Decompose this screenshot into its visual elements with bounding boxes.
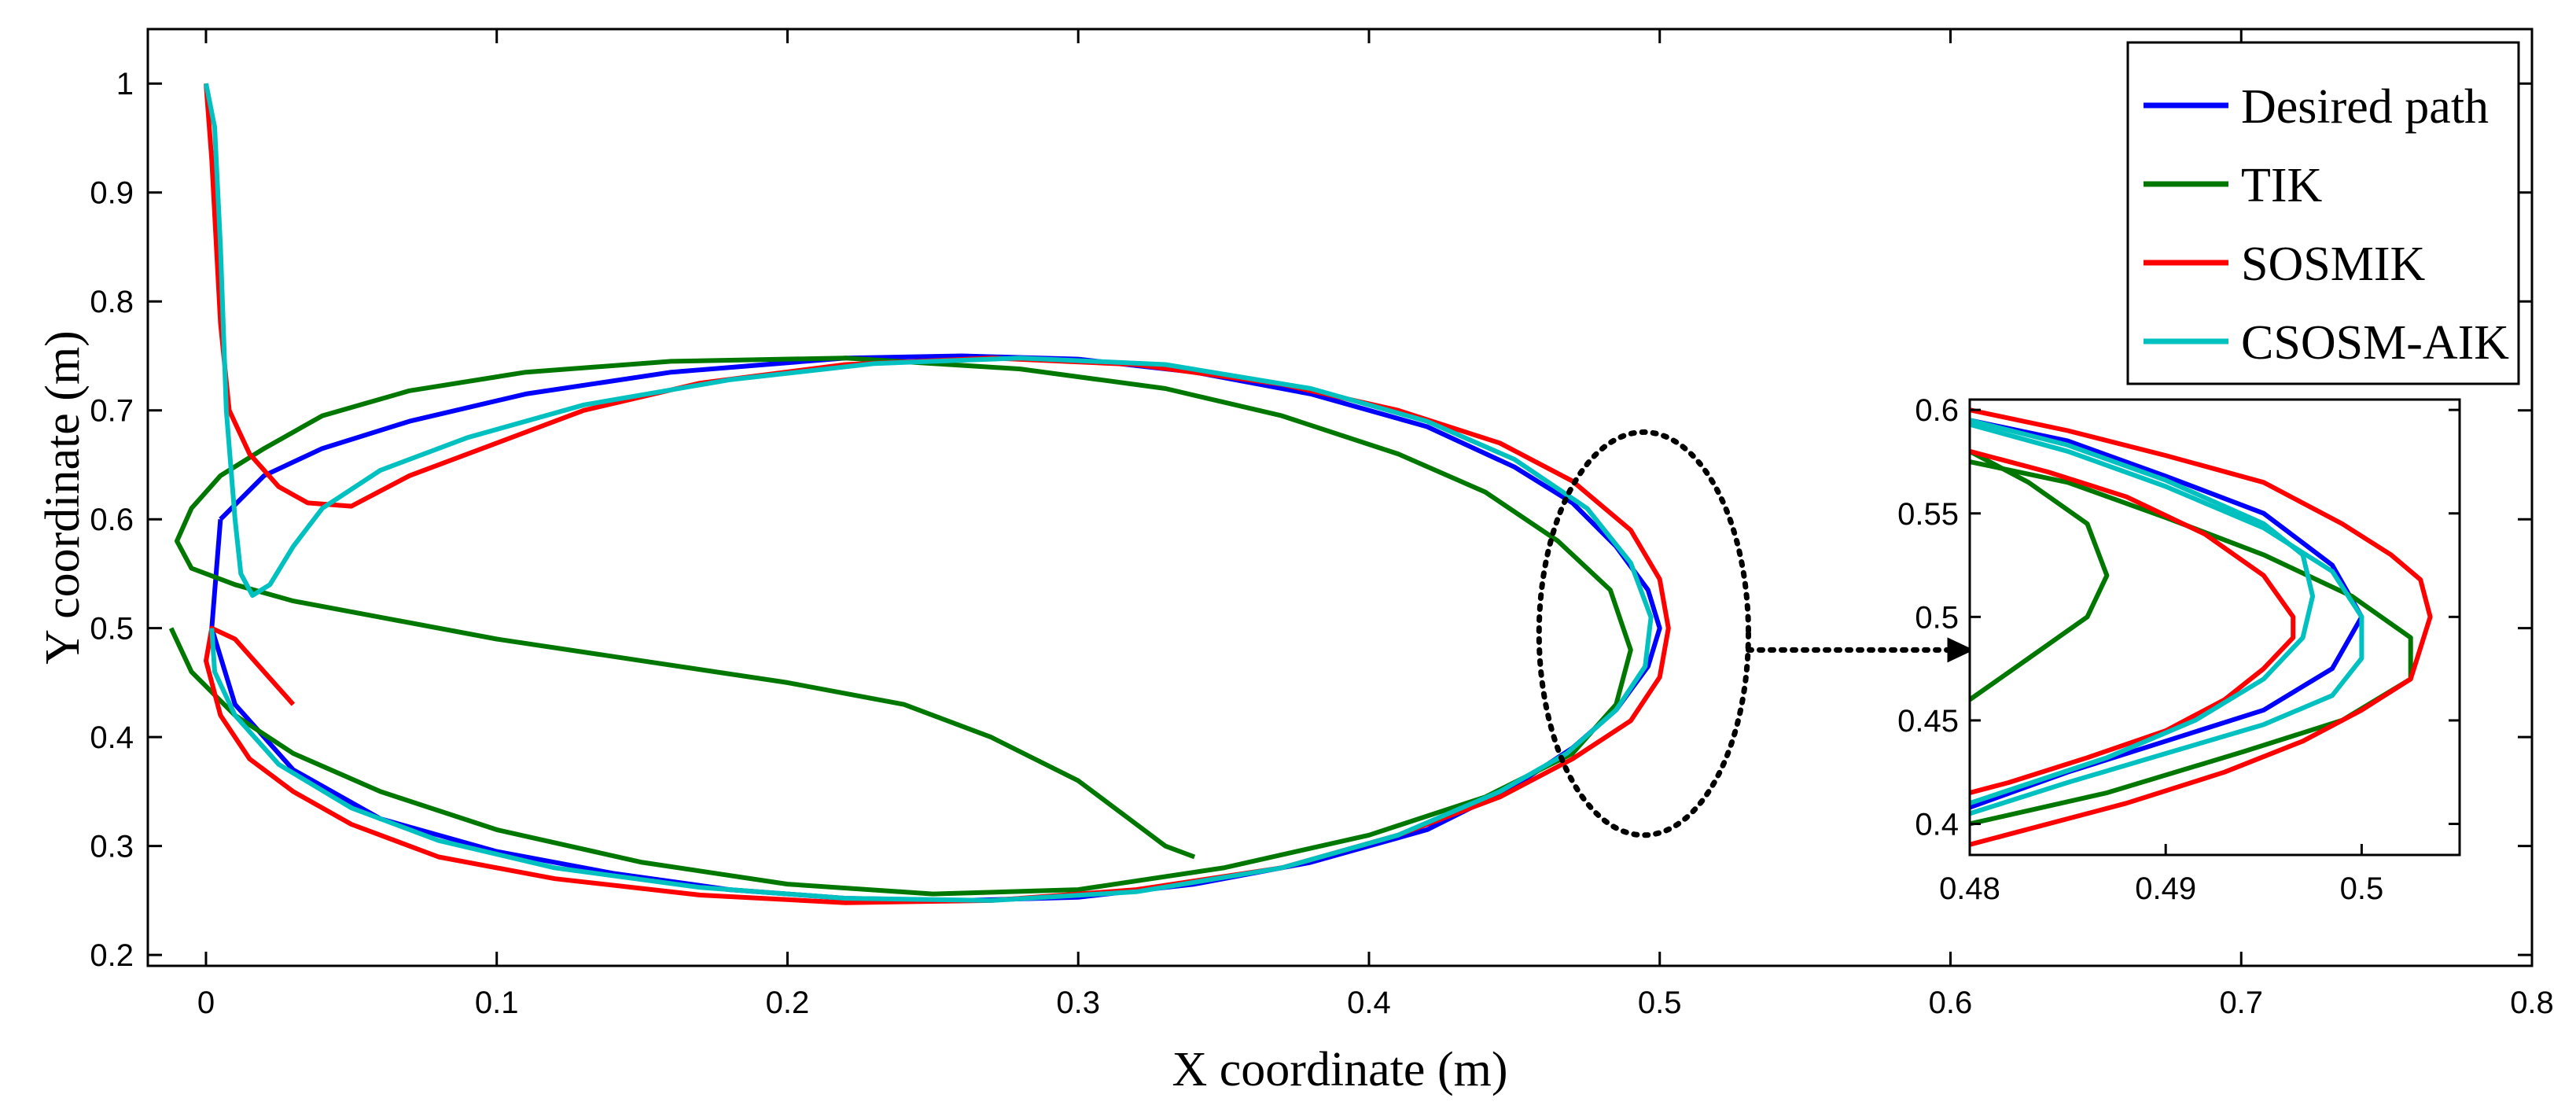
y-tick-label: 0.7 <box>90 394 134 429</box>
legend-entry-label: SOSMIK <box>2241 238 2426 291</box>
legend-entry-label: TIK <box>2241 159 2323 212</box>
y-tick-label: 0.4 <box>90 720 134 755</box>
x-tick-label: 0.4 <box>1347 986 1391 1020</box>
inset-y-tick-label: 0.55 <box>1897 497 1959 532</box>
inset-y-tick-label: 0.6 <box>1915 393 1959 428</box>
y-tick-label: 0.2 <box>90 938 134 973</box>
y-tick-label: 0.6 <box>90 503 134 537</box>
legend-entry-label: Desired path <box>2241 80 2489 134</box>
series-line-csosm-aik <box>204 83 1654 903</box>
inset-series-group <box>1970 407 2433 847</box>
series-line-desired-path <box>209 353 1662 903</box>
inset-x-tick-label: 0.48 <box>1939 871 2000 906</box>
y-tick-label: 0.8 <box>90 285 134 319</box>
inset-series-line-tik <box>1970 459 2413 827</box>
x-tick-label: 0.8 <box>2510 986 2554 1020</box>
series-line-sosmik <box>204 83 1671 905</box>
x-tick-label: 0.3 <box>1056 986 1100 1020</box>
x-axis-title: X coordinate (m) <box>1172 1043 1508 1096</box>
inset-series-line-tik <box>1970 449 2110 702</box>
y-tick-label: 1 <box>116 67 134 101</box>
y-tick-label: 0.5 <box>90 612 134 647</box>
main-axes <box>146 28 2534 967</box>
inset-y-tick-label: 0.5 <box>1915 600 1959 635</box>
y-tick-label: 0.9 <box>90 176 134 211</box>
legend: Desired path TIK SOSMIK CSOSM-AIK <box>2126 41 2520 385</box>
x-tick-label: 0 <box>197 986 215 1020</box>
inset-series-line-sosmik <box>1970 407 2433 847</box>
inset-x-tick-label: 0.49 <box>2135 871 2196 906</box>
inset-axes-box <box>1968 398 2461 857</box>
x-tick-label: 0.1 <box>475 986 519 1020</box>
inset-series-line-csosm-aik <box>1970 418 2316 806</box>
zoom-ellipse-annotation <box>1536 429 1752 838</box>
main-tick-labels: 0 0.1 0.2 0.3 0.4 0.5 0.6 0.7 0.8 0.2 0.3 0.4 0.5 0.6… <box>90 67 2553 1020</box>
main-axes-box <box>146 28 2534 967</box>
x-tick-label: 0.6 <box>1929 986 1973 1020</box>
y-axis-title: Y coordinate (m) <box>36 330 90 665</box>
inset-series-line-csosm-aik <box>1970 422 2364 816</box>
legend-entry-label: CSOSM-AIK <box>2241 316 2509 370</box>
y-tick-label: 0.3 <box>90 830 134 864</box>
inset-plot-area <box>1970 400 2460 855</box>
inset-y-tick-label: 0.45 <box>1897 704 1959 739</box>
inset-x-tick-label: 0.5 <box>2340 871 2384 906</box>
zoom-arrow-head <box>1947 637 1974 663</box>
legend-box <box>2126 41 2520 385</box>
inset-series-line-sosmik <box>1970 448 2296 795</box>
x-tick-label: 0.7 <box>2219 986 2263 1020</box>
series-line-tik <box>168 356 1633 897</box>
x-tick-label: 0.5 <box>1638 986 1682 1020</box>
inset-tick-labels: 0.48 0.49 0.5 0.4 0.45 0.5 0.55 0.6 <box>1897 393 2383 906</box>
inset-y-tick-label: 0.4 <box>1915 808 1959 842</box>
main-plot-area <box>168 83 1671 905</box>
x-tick-label: 0.2 <box>766 986 810 1020</box>
inset-axes <box>1968 398 2461 857</box>
